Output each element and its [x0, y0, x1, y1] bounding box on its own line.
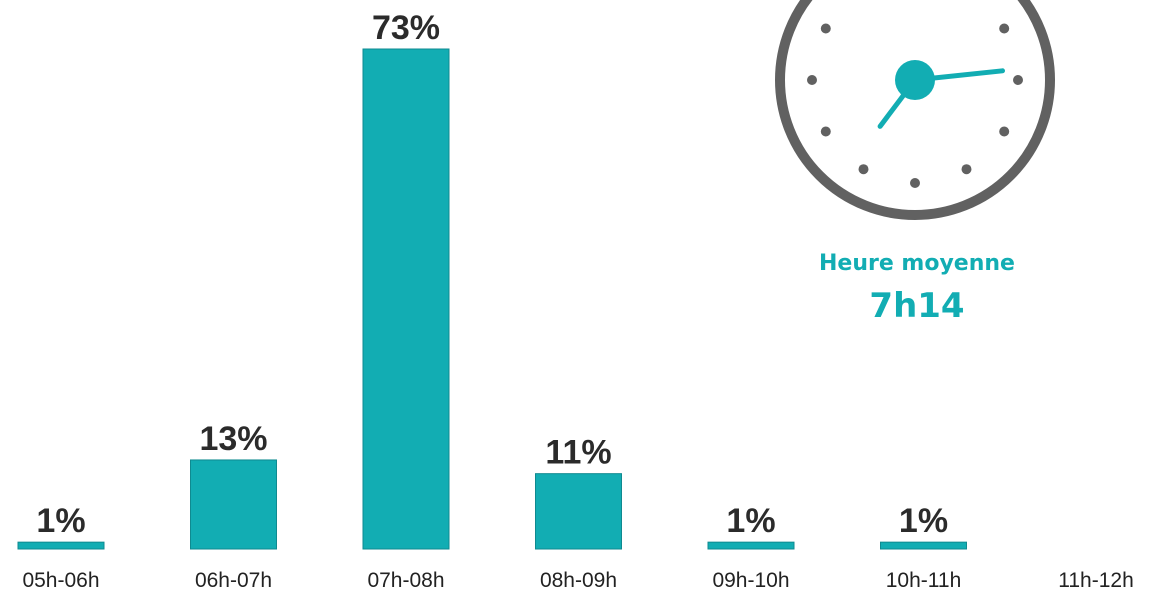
x-tick-label: 07h-08h: [367, 569, 444, 591]
average-time-value: 7h14: [869, 286, 964, 326]
clock-icon: [775, 0, 1055, 220]
x-axis-tick-labels: 05h-06h 06h-07h 07h-08h 08h-09h 09h-10h 10h-1…: [22, 569, 1133, 591]
clock-hour-markers: [807, 23, 1023, 188]
bar-08h-09h: [535, 473, 622, 550]
clock-ring: [775, 0, 1055, 220]
clock-hour-dot: [820, 23, 831, 34]
average-time-label: Heure moyenne: [819, 251, 1015, 276]
clock-hour-dot: [999, 126, 1010, 137]
clock-hour-dot: [1013, 75, 1023, 85]
x-tick-label: 09h-10h: [712, 569, 789, 591]
bars-group: [17, 48, 967, 550]
x-tick-label: 11h-12h: [1058, 569, 1134, 591]
clock-center: [895, 60, 935, 100]
clock-hour-dot: [910, 178, 920, 188]
bar-value-label: 73%: [372, 9, 440, 47]
bar-09h-10h: [707, 541, 795, 550]
bar-07h-08h: [362, 48, 450, 550]
bar-value-label: 1%: [899, 502, 948, 540]
value-labels-group: 1% 13% 73% 11% 1% 1%: [36, 9, 948, 540]
bar-05h-06h: [17, 541, 105, 550]
x-tick-label: 05h-06h: [22, 569, 99, 591]
x-tick-label: 08h-09h: [540, 569, 617, 591]
clock-hour-dot: [820, 126, 831, 137]
bar-06h-07h: [190, 459, 277, 550]
clock-hour-dot: [858, 164, 869, 175]
bar-value-label: 11%: [545, 434, 611, 472]
clock-hour-dot: [807, 75, 817, 85]
x-tick-label: 06h-07h: [195, 569, 272, 591]
bar-value-label: 13%: [199, 420, 267, 458]
clock-hour-dot: [961, 164, 972, 175]
bar-10h-11h: [880, 541, 967, 550]
clock-hour-dot: [999, 23, 1010, 34]
bar-value-label: 1%: [36, 502, 85, 540]
x-tick-label: 10h-11h: [886, 569, 962, 591]
bar-value-label: 1%: [726, 502, 775, 540]
